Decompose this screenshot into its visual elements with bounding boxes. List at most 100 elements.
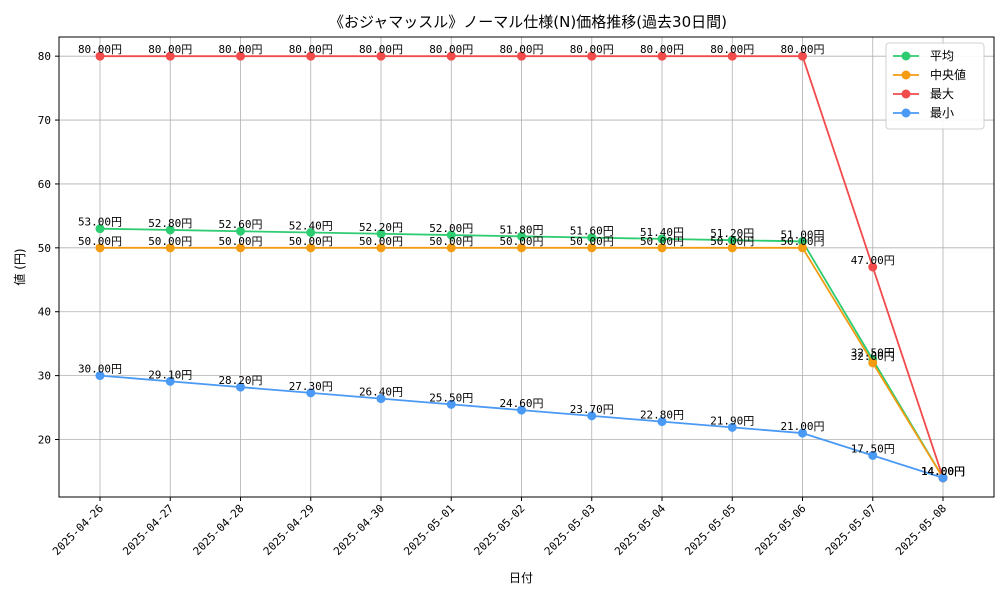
legend-label: 最大 — [930, 87, 954, 101]
data-point — [657, 417, 667, 427]
data-point — [798, 428, 807, 438]
data-label: 80.00円 — [499, 43, 543, 56]
y-tick-label: 80 — [38, 50, 51, 63]
legend-label: 最小 — [930, 106, 954, 120]
data-point — [95, 224, 105, 234]
data-point — [727, 243, 737, 253]
legend-marker — [901, 108, 911, 118]
data-label: 52.40円 — [289, 220, 333, 233]
x-tick-label: 2025-04-27 — [120, 502, 176, 558]
legend-label: 中央値 — [930, 67, 966, 82]
data-label: 51.40円 — [640, 226, 684, 239]
data-point — [657, 51, 667, 61]
data-label: 14.00円 — [921, 465, 965, 478]
data-point — [236, 51, 245, 61]
data-point — [446, 51, 456, 61]
data-label: 51.60円 — [570, 225, 614, 238]
data-label: 17.50円 — [851, 442, 895, 455]
data-label: 14.00円 — [921, 465, 965, 478]
data-point — [236, 226, 245, 236]
data-label: 29.10円 — [148, 368, 192, 381]
data-label: 14.00円 — [921, 465, 965, 478]
data-point — [798, 51, 807, 61]
data-label: 52.60円 — [218, 218, 262, 231]
x-tick-label: 2025-04-28 — [191, 502, 247, 558]
data-label: 52.00円 — [429, 222, 473, 235]
data-point — [95, 243, 105, 253]
series-layer — [95, 51, 948, 483]
data-label: 26.40円 — [359, 386, 403, 399]
data-label: 50.00円 — [429, 235, 473, 248]
x-tick-label: 2025-04-30 — [331, 502, 387, 558]
data-point — [306, 243, 316, 253]
data-point — [657, 243, 667, 253]
data-point — [517, 231, 526, 241]
data-point — [727, 235, 737, 245]
data-label: 80.00円 — [218, 43, 262, 56]
data-point — [446, 243, 456, 253]
data-point — [165, 243, 175, 253]
data-point — [517, 51, 526, 61]
x-tick-label: 2025-05-01 — [401, 502, 457, 558]
data-point — [446, 230, 456, 240]
data-point — [727, 422, 737, 432]
data-label: 80.00円 — [289, 43, 333, 56]
x-tick-label: 2025-04-26 — [50, 502, 106, 558]
x-axis-ticks: 2025-04-26 2025-04-27 2025-04-28 2025-04-29… — [50, 497, 949, 558]
data-label: 52.80円 — [148, 217, 192, 230]
data-label: 80.00円 — [780, 43, 824, 56]
data-label: 80.00円 — [78, 43, 122, 56]
x-tick-label: 2025-05-08 — [893, 502, 949, 558]
data-label: 30.00円 — [78, 363, 122, 376]
data-point — [306, 388, 316, 398]
data-label: 80.00円 — [429, 43, 473, 56]
data-labels: 53.00円 52.80円 52.60円 52.40円 52.20円 52.00円 51.8… — [78, 43, 965, 478]
data-point — [95, 51, 105, 61]
data-label: 25.50円 — [429, 391, 473, 404]
x-tick-label: 2025-05-02 — [472, 502, 528, 558]
data-point — [306, 228, 316, 237]
data-label: 50.00円 — [218, 235, 262, 248]
data-label: 80.00円 — [148, 43, 192, 56]
data-label: 32.50円 — [851, 347, 895, 360]
data-label: 50.00円 — [148, 235, 192, 248]
legend-marker — [901, 89, 911, 99]
data-label: 52.20円 — [359, 221, 403, 234]
data-point — [587, 233, 597, 243]
data-label: 21.00円 — [780, 420, 824, 433]
data-label: 53.00円 — [78, 216, 122, 229]
data-point — [868, 358, 878, 368]
grid — [59, 37, 994, 497]
x-tick-label: 2025-04-29 — [261, 502, 317, 558]
data-label: 80.00円 — [640, 43, 684, 56]
data-label: 50.00円 — [499, 235, 543, 248]
data-point — [517, 243, 526, 253]
y-tick-label: 50 — [38, 242, 51, 255]
data-label: 47.00円 — [851, 254, 895, 267]
data-point — [868, 262, 878, 272]
data-point — [446, 399, 456, 409]
data-label: 50.00円 — [289, 235, 333, 248]
x-tick-label: 2025-05-05 — [682, 502, 738, 558]
legend-label: 平均 — [930, 49, 954, 63]
data-label: 50.00円 — [359, 235, 403, 248]
data-point — [236, 382, 245, 392]
data-point — [587, 243, 597, 253]
data-point — [376, 394, 386, 404]
data-point — [95, 371, 105, 381]
x-tick-label: 2025-05-04 — [612, 502, 668, 558]
data-point — [587, 51, 597, 61]
data-label: 51.80円 — [499, 223, 543, 236]
x-tick-label: 2025-05-03 — [542, 502, 598, 558]
data-point — [306, 51, 316, 61]
data-label: 80.00円 — [359, 43, 403, 56]
y-tick-label: 60 — [38, 178, 51, 191]
legend-marker — [901, 70, 911, 80]
data-label: 27.30円 — [289, 380, 333, 393]
data-label: 23.70円 — [570, 403, 614, 416]
y-axis-ticks: 20 30 40 50 60 70 80 — [38, 50, 59, 447]
y-tick-label: 20 — [38, 434, 51, 447]
